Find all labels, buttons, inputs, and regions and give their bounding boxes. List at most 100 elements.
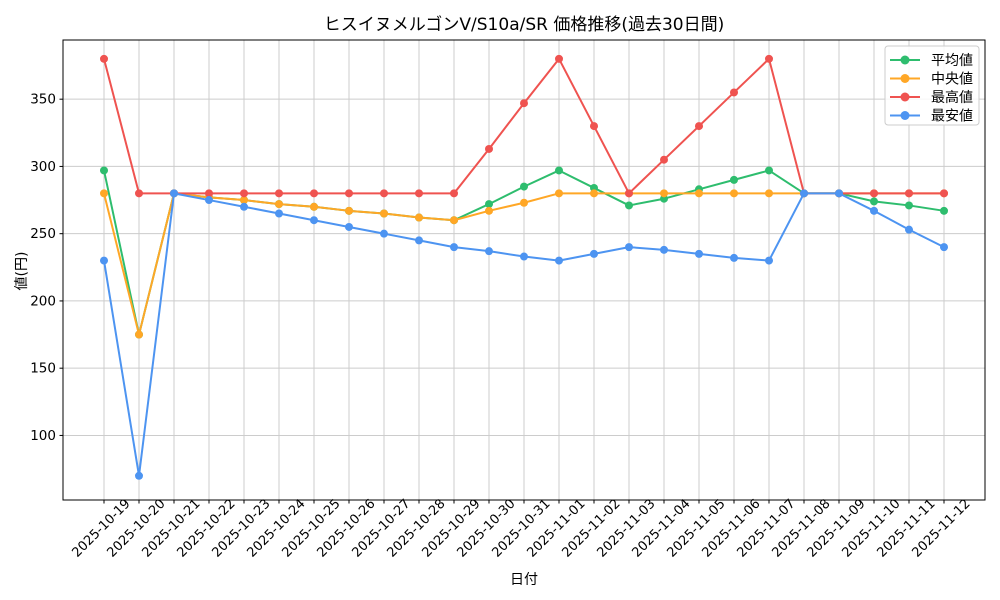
- data-point: [205, 196, 213, 205]
- data-point: [240, 202, 248, 211]
- data-point: [765, 54, 773, 63]
- data-point: [940, 206, 948, 215]
- data-point: [520, 182, 528, 191]
- data-point: [660, 245, 668, 254]
- data-point: [695, 189, 703, 198]
- data-point: [450, 216, 458, 225]
- data-point: [135, 471, 143, 480]
- y-tick-label: 250: [30, 226, 56, 242]
- data-point: [415, 213, 423, 222]
- legend-box: [884, 45, 980, 126]
- legend-swatch-marker: [900, 92, 910, 102]
- legend-item-median: 中央値: [890, 71, 973, 87]
- data-point: [345, 206, 353, 215]
- data-point: [625, 201, 633, 210]
- data-point: [310, 202, 318, 211]
- data-point: [100, 256, 108, 265]
- legend-swatch-marker: [900, 55, 910, 65]
- data-point: [240, 189, 248, 198]
- data-point: [695, 249, 703, 258]
- data-point: [415, 236, 423, 245]
- data-point: [205, 189, 213, 198]
- x-axis-title: 日付: [510, 572, 538, 588]
- data-point: [940, 243, 948, 252]
- data-point: [345, 189, 353, 198]
- data-point: [450, 243, 458, 252]
- legend-label: 最安値: [931, 108, 973, 124]
- data-point: [765, 166, 773, 175]
- data-point: [625, 189, 633, 198]
- data-point: [520, 252, 528, 261]
- data-point: [590, 122, 598, 131]
- data-point: [170, 189, 178, 198]
- data-point: [485, 200, 493, 209]
- y-tick-label: 350: [30, 92, 56, 108]
- legend-item-average: 平均値: [890, 53, 973, 69]
- y-tick-label: 300: [30, 159, 56, 175]
- data-point: [310, 189, 318, 198]
- data-point: [415, 189, 423, 198]
- data-point: [100, 54, 108, 63]
- data-point: [380, 189, 388, 198]
- plot-area: 100 150 200 250 300 350 2025-10-192025-10-2020…: [30, 39, 986, 561]
- data-point: [555, 166, 563, 175]
- data-point: [590, 189, 598, 198]
- data-point: [240, 196, 248, 205]
- data-point: [555, 256, 563, 265]
- y-tick-label: 200: [30, 293, 56, 309]
- legend-item-min: 最安値: [890, 108, 973, 124]
- data-point: [100, 189, 108, 198]
- data-point: [660, 155, 668, 164]
- data-point: [625, 243, 633, 252]
- data-point: [870, 197, 878, 206]
- data-point: [905, 201, 913, 210]
- y-tick-label: 100: [30, 428, 56, 444]
- data-point: [520, 99, 528, 108]
- data-point: [485, 144, 493, 153]
- data-point: [485, 206, 493, 215]
- legend-item-max: 最高値: [890, 89, 973, 106]
- data-point: [135, 330, 143, 339]
- data-point: [730, 253, 738, 262]
- legend-label: 最高値: [931, 89, 973, 106]
- data-point: [765, 256, 773, 265]
- data-point: [275, 200, 283, 209]
- data-point: [310, 216, 318, 225]
- grid: [63, 40, 985, 500]
- data-point: [940, 189, 948, 198]
- data-point: [380, 229, 388, 238]
- data-point: [730, 88, 738, 97]
- data-point: [905, 189, 913, 198]
- data-point: [520, 198, 528, 207]
- y-tick-label: 150: [30, 361, 56, 377]
- data-point: [100, 166, 108, 175]
- data-point: [485, 247, 493, 256]
- data-point: [380, 209, 388, 218]
- data-point: [275, 189, 283, 198]
- series-min: [100, 189, 948, 480]
- legend-label: 平均値: [931, 53, 973, 69]
- x-axis: 2025-10-192025-10-202025-10-212025-10-22…: [70, 497, 974, 561]
- legend-swatch-marker: [900, 111, 910, 120]
- data-point: [905, 225, 913, 234]
- data-point: [555, 54, 563, 63]
- data-point: [870, 189, 878, 198]
- data-point: [870, 206, 878, 215]
- data-point: [450, 189, 458, 198]
- y-axis-title: 値(円): [14, 252, 30, 291]
- data-point: [660, 189, 668, 198]
- data-point: [275, 209, 283, 218]
- data-point: [555, 189, 563, 198]
- data-point: [345, 222, 353, 231]
- data-point: [765, 189, 773, 198]
- data-point: [730, 189, 738, 198]
- legend-swatch-marker: [900, 74, 910, 83]
- data-point: [135, 189, 143, 198]
- chart-title: ヒスイヌメルゴンV/S10a/SR 価格推移(過去30日間): [324, 14, 725, 35]
- y-axis: 100 150 200 250 300 350: [30, 92, 63, 444]
- data-point: [730, 175, 738, 184]
- data-point: [835, 189, 843, 198]
